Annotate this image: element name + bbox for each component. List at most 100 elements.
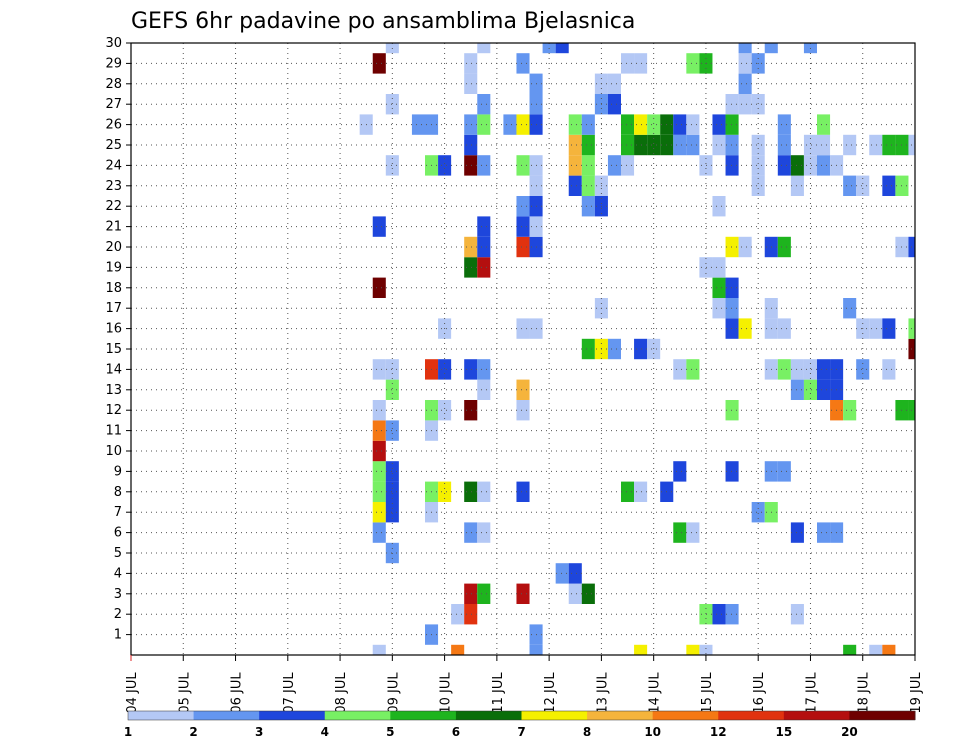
legend-swatch	[390, 711, 457, 720]
heatmap-cell	[438, 359, 452, 380]
heatmap-cell	[790, 379, 804, 400]
heatmap-cell	[843, 134, 857, 156]
legend-label: 2	[189, 725, 197, 739]
heatmap-cell	[581, 338, 595, 360]
legend-frame	[127, 710, 916, 721]
heatmap-cell	[869, 318, 883, 339]
legend-swatch	[193, 711, 260, 720]
heatmap-cell	[764, 43, 778, 54]
heatmap-cell	[738, 53, 752, 74]
heatmap-cell	[385, 420, 399, 441]
heatmap-cell	[725, 298, 739, 319]
x-tick-label: 17 JUL	[804, 672, 819, 714]
heatmap-cell	[372, 502, 386, 523]
heatmap-cell	[372, 400, 386, 421]
heatmap-cell	[621, 134, 635, 156]
heatmap-cell	[869, 134, 883, 156]
heatmap-cell	[738, 94, 752, 115]
y-tick-label: 16	[105, 322, 122, 337]
x-tick-label: 06 JUL	[230, 672, 245, 714]
heatmap-cell	[372, 440, 386, 462]
heatmap-cell	[817, 155, 831, 176]
x-tick-label: 19 JUL	[909, 672, 924, 714]
heatmap-cell	[803, 134, 817, 156]
heatmap-cell	[451, 604, 465, 625]
heatmap-cell	[686, 522, 700, 543]
legend-swatch	[455, 711, 522, 720]
heatmap-cell	[725, 114, 739, 135]
heatmap-cell	[869, 644, 883, 655]
heatmap-cell	[477, 379, 491, 400]
heatmap-cell	[738, 236, 752, 258]
heatmap-cell	[621, 155, 635, 176]
heatmap-cell	[817, 114, 831, 135]
x-tick-label: 18 JUL	[857, 672, 872, 714]
heatmap-cell	[817, 522, 831, 543]
heatmap-cell	[725, 400, 739, 421]
y-tick-label: 29	[105, 56, 122, 71]
heatmap-cell	[699, 155, 713, 176]
heatmap-cell	[790, 522, 804, 543]
legend-swatch	[718, 711, 785, 720]
heatmap-cell	[385, 502, 399, 523]
color-legend: 1 2 3 4 5 6 7 8 10 12 15 20	[124, 710, 916, 739]
heatmap-cell	[777, 134, 791, 156]
heatmap-cell	[803, 379, 817, 400]
heatmap-cell	[372, 522, 386, 543]
heatmap-cell	[385, 94, 399, 115]
legend-label: 10	[644, 725, 661, 739]
heatmap-cell	[372, 359, 386, 380]
heatmap-cell	[581, 155, 595, 176]
legend-label: 7	[517, 725, 525, 739]
heatmap-cell	[464, 359, 478, 380]
heatmap-cell	[738, 43, 752, 54]
heatmap-cell	[673, 522, 687, 543]
heatmap-cell	[790, 175, 804, 196]
heatmap-cell	[699, 257, 713, 278]
heatmap-cell	[882, 318, 896, 339]
heatmap-cell	[647, 134, 661, 156]
legend-label: 12	[710, 725, 727, 739]
heatmap-cell	[686, 644, 700, 655]
heatmap-cell	[464, 583, 478, 604]
y-tick-label: 3	[114, 587, 122, 602]
heatmap-cell	[477, 216, 491, 237]
legend-swatch	[652, 711, 719, 720]
heatmap-cell	[882, 134, 896, 156]
heatmap-cell	[477, 94, 491, 115]
y-tick-label: 6	[114, 526, 122, 541]
heatmap-cell	[438, 481, 452, 502]
heatmap-cell	[607, 155, 621, 176]
heatmap-cell	[621, 114, 635, 135]
y-tick-label: 17	[105, 301, 122, 316]
heatmap-cell	[516, 53, 530, 74]
heatmap-cell	[581, 175, 595, 196]
heatmap-cell	[673, 134, 687, 156]
heatmap-cell	[385, 379, 399, 400]
heatmap-cell	[634, 481, 648, 502]
heatmap-cell	[464, 257, 478, 278]
x-tick-label: 15 JUL	[700, 672, 715, 714]
heatmap-cell	[699, 644, 713, 655]
heatmap-cell	[607, 94, 621, 115]
y-tick-label: 23	[105, 179, 122, 194]
heatmap-cell	[634, 644, 648, 655]
heatmap-cell	[477, 155, 491, 176]
heatmap-cell	[803, 359, 817, 380]
heatmap-cell	[686, 114, 700, 135]
heatmap-cell	[529, 644, 543, 655]
legend-label: 6	[452, 725, 460, 739]
x-tick-label: 05 JUL	[177, 672, 192, 714]
heatmap-cell	[477, 481, 491, 502]
heatmap-cell	[673, 461, 687, 482]
y-tick-label: 20	[105, 240, 122, 255]
y-tick-label: 9	[114, 464, 122, 479]
heatmap-cell	[372, 216, 386, 237]
heatmap-cell	[438, 155, 452, 176]
x-tick-label: 10 JUL	[439, 672, 454, 714]
y-tick-label: 18	[105, 281, 122, 296]
heatmap-cell	[725, 236, 739, 258]
heatmap-cell	[817, 359, 831, 380]
heatmap-cell	[464, 236, 478, 258]
